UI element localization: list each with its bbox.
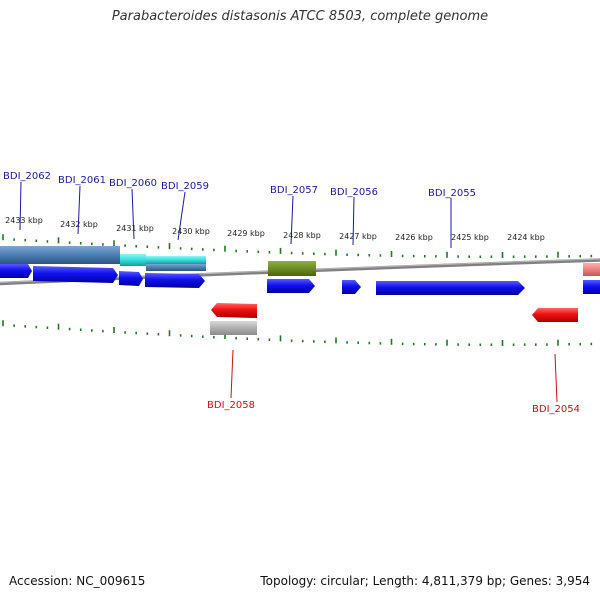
leader-line-bdi-2061	[77, 185, 81, 235]
reverse-strand-genes	[211, 303, 578, 322]
tick-row-top	[2, 234, 593, 258]
category-block-olive	[268, 261, 316, 276]
category-band	[0, 246, 600, 335]
leader-line-bdi-2054	[554, 353, 558, 403]
kbp-label: 2430 kbp	[172, 227, 210, 236]
gene-arrow-bdi-2062[interactable]	[0, 264, 32, 278]
gene-arrow-bdi-2056[interactable]	[342, 280, 361, 294]
category-block-gray	[210, 321, 257, 335]
kbp-label: 2428 kbp	[283, 231, 321, 240]
gene-label-bdi-2061[interactable]: BDI_2061	[58, 175, 106, 186]
gene-label-bdi-2054[interactable]: BDI_2054	[532, 404, 580, 415]
gene-label-bdi-2060[interactable]: BDI_2060	[109, 178, 157, 189]
leader-line-bdi-2057	[290, 195, 294, 245]
gene-label-bdi-2055[interactable]: BDI_2055	[428, 188, 476, 199]
leader-line-bdi-2062	[19, 181, 22, 231]
gene-label-bdi-2057[interactable]: BDI_2057	[270, 185, 318, 196]
category-block-steelblue	[146, 264, 206, 271]
gene-label-bdi-2058[interactable]: BDI_2058	[207, 400, 255, 411]
accession-label: Accession: NC_009615	[9, 574, 146, 588]
kbp-label: 2424 kbp	[507, 233, 545, 242]
leader-line-bdi-2060	[131, 188, 135, 240]
category-block-cyan	[146, 256, 206, 264]
leader-line-bdi-2058	[230, 349, 234, 399]
genome-title: Parabacteroides distasonis ATCC 8503, co…	[111, 9, 489, 24]
genome-stats-label: Topology: circular; Length: 4,811,379 bp…	[260, 574, 590, 588]
gene-arrow-bdi-2058[interactable]	[211, 303, 257, 318]
kbp-label: 2433 kbp	[5, 216, 43, 225]
gene-label-bdi-2056[interactable]: BDI_2056	[330, 187, 378, 198]
category-block-cyan	[120, 254, 146, 266]
kbp-label: 2431 kbp	[116, 224, 154, 233]
gene-arrow-bdi-2057[interactable]	[267, 279, 315, 293]
kbp-label: 2426 kbp	[395, 233, 433, 242]
gene-arrow-bdi-2054[interactable]	[532, 308, 578, 322]
forward-strand-genes	[0, 264, 600, 295]
category-block-pink	[583, 263, 600, 276]
gene-arrow-bdi-2061[interactable]	[33, 266, 118, 283]
kbp-label: 2432 kbp	[60, 220, 98, 229]
gene-arrow-partial[interactable]	[583, 280, 600, 294]
kbp-label: 2429 kbp	[227, 229, 265, 238]
gene-label-bdi-2059[interactable]: BDI_2059	[161, 181, 209, 192]
gene-arrow-bdi-2059[interactable]	[145, 273, 205, 288]
gene-arrow-bdi-2055[interactable]	[376, 281, 525, 295]
category-block-steelblue	[0, 246, 120, 264]
kbp-label: 2425 kbp	[451, 233, 489, 242]
tick-row-bottom	[2, 320, 593, 346]
gene-arrow-bdi-2060[interactable]	[119, 271, 143, 286]
gene-label-bdi-2062[interactable]: BDI_2062	[3, 171, 51, 182]
kbp-label: 2427 kbp	[339, 232, 377, 241]
leader-line-bdi-2056	[352, 196, 355, 246]
leader-line-bdi-2059	[177, 191, 186, 241]
